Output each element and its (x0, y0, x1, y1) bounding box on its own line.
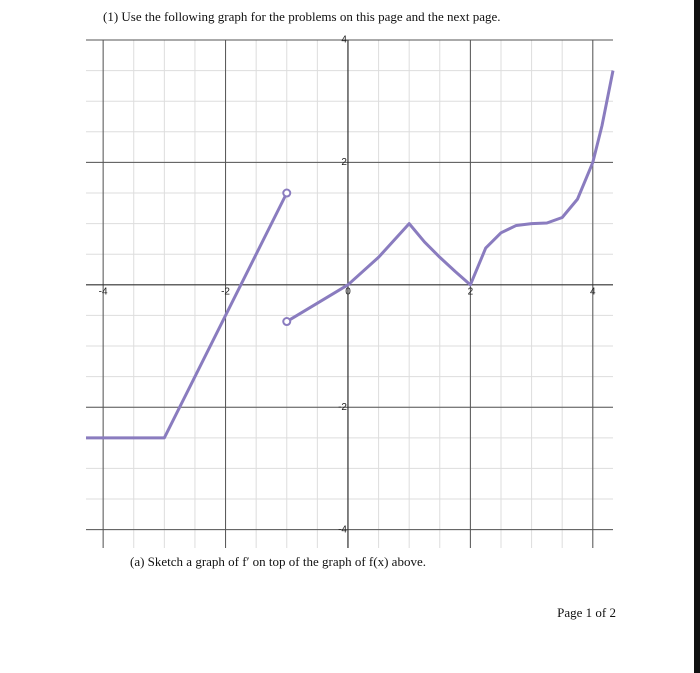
x-tick-label: 2 (468, 286, 474, 297)
curve (86, 192, 289, 440)
open-point (282, 188, 292, 198)
y-tick-label: 4 (341, 35, 347, 46)
problem-text: (1) Use the following graph for the prob… (103, 9, 501, 24)
y-tick-label: 2 (341, 157, 347, 168)
curve (285, 70, 615, 323)
page-number: Page 1 of 2 (557, 605, 616, 620)
open-point (282, 317, 292, 327)
graph: -4-2024-4-224 (86, 35, 615, 548)
y-tick-label: -2 (338, 402, 347, 413)
x-tick-label: -2 (221, 286, 230, 297)
x-tick-label: -4 (99, 286, 108, 297)
y-tick-label: -4 (338, 524, 347, 535)
x-tick-label: 4 (590, 286, 596, 297)
question-text: (a) Sketch a graph of f′ on top of the g… (130, 554, 426, 569)
edge-bar (694, 0, 700, 673)
